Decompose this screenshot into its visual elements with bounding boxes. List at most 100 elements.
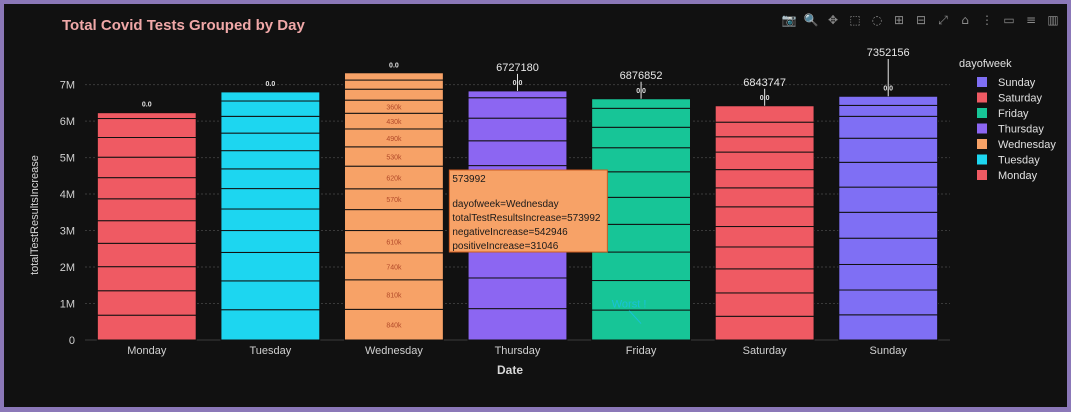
bar-segment-saturday[interactable] xyxy=(714,136,815,153)
bar-segment-sunday[interactable] xyxy=(838,95,939,106)
legend-item-tuesday[interactable]: Tuesday xyxy=(998,155,1040,167)
bar-segment-saturday[interactable] xyxy=(714,151,815,171)
bar-segment-saturday[interactable] xyxy=(714,105,815,123)
bar-segment-monday[interactable] xyxy=(96,290,197,316)
bar-segment-sunday[interactable] xyxy=(838,161,939,188)
legend-swatch-friday[interactable] xyxy=(977,108,987,118)
bar-segment-tuesday[interactable] xyxy=(220,251,321,282)
bar-segment-saturday[interactable] xyxy=(714,246,815,270)
bar-segment-friday[interactable] xyxy=(591,251,692,282)
legend-item-sunday[interactable]: Sunday xyxy=(998,77,1036,89)
lasso-select-icon[interactable]: ◌ xyxy=(871,13,883,27)
bar-segment-tuesday[interactable] xyxy=(220,309,321,341)
bar-segment-saturday[interactable] xyxy=(714,292,815,317)
bar-segment-friday[interactable] xyxy=(591,280,692,311)
bar-segment-thursday[interactable] xyxy=(467,277,568,310)
plotly-logo-icon[interactable]: ▥ xyxy=(1047,13,1059,27)
y-tick-label: 0 xyxy=(69,335,75,347)
legend-item-monday[interactable]: Monday xyxy=(998,170,1038,182)
hover-compare-icon[interactable]: ≡ xyxy=(1025,13,1037,27)
bar-segment-wednesday[interactable] xyxy=(344,72,444,81)
bar-segment-friday[interactable] xyxy=(591,107,692,128)
legend-swatch-saturday[interactable] xyxy=(977,92,987,103)
bar-segment-friday[interactable] xyxy=(591,126,692,149)
hover-closest-icon[interactable]: ▭ xyxy=(1003,13,1015,27)
bar-segment-tuesday[interactable] xyxy=(220,115,321,134)
bar-segment-saturday[interactable] xyxy=(714,206,815,228)
bar-segment-sunday[interactable] xyxy=(838,211,939,239)
legend-item-thursday[interactable]: Thursday xyxy=(998,124,1044,136)
bar-segment-sunday[interactable] xyxy=(838,314,939,341)
bar-segment-friday[interactable] xyxy=(591,98,692,109)
bar-segment-saturday[interactable] xyxy=(714,315,815,341)
home-icon[interactable]: ⌂ xyxy=(961,13,969,27)
legend-item-wednesday[interactable]: Wednesday xyxy=(998,139,1056,151)
legend-item-saturday[interactable]: Saturday xyxy=(998,93,1043,105)
bar-segment-sunday[interactable] xyxy=(838,289,939,316)
box-select-icon[interactable]: ⬚ xyxy=(849,13,861,27)
bar-segment-saturday[interactable] xyxy=(714,226,815,248)
bar-segment-wednesday[interactable] xyxy=(344,88,444,101)
bar-segment-wednesday[interactable] xyxy=(344,79,444,90)
bar-segment-wednesday[interactable] xyxy=(344,209,444,232)
bar-segment-monday[interactable] xyxy=(96,220,197,244)
bar-segment-tuesday[interactable] xyxy=(220,280,321,311)
legend-swatch-sunday[interactable] xyxy=(977,77,987,87)
bar-segment-friday[interactable] xyxy=(591,196,692,225)
bar-segment-saturday[interactable] xyxy=(714,169,815,189)
bar-segment-monday[interactable] xyxy=(96,177,197,200)
bar-segment-tuesday[interactable] xyxy=(220,150,321,170)
bar-segment-thursday[interactable] xyxy=(467,247,568,279)
bar-segment-sunday[interactable] xyxy=(838,104,939,117)
bar-segment-sunday[interactable] xyxy=(838,137,939,163)
bar-segment-monday[interactable] xyxy=(96,156,197,179)
spike-lines-icon[interactable]: ⋮ xyxy=(981,13,993,27)
bar-segment-wednesday[interactable] xyxy=(344,308,444,341)
bar-segment-thursday[interactable] xyxy=(467,90,568,99)
bar-segment-sunday[interactable] xyxy=(838,263,939,291)
bar-segment-monday[interactable] xyxy=(96,266,197,292)
legend-item-friday[interactable]: Friday xyxy=(998,108,1029,120)
legend-swatch-monday[interactable] xyxy=(977,170,987,180)
bar-segment-sunday[interactable] xyxy=(838,186,939,213)
bar-segment-tuesday[interactable] xyxy=(220,132,321,152)
bar-segment-thursday[interactable] xyxy=(467,140,568,167)
tooltip-line: positiveIncrease=31046 xyxy=(452,241,558,252)
bar-segment-saturday[interactable] xyxy=(714,187,815,208)
bar-segment-sunday[interactable] xyxy=(838,115,939,139)
zoom-out-icon[interactable]: ⊟ xyxy=(915,13,927,27)
bar-segment-thursday[interactable] xyxy=(467,97,568,119)
legend-swatch-wednesday[interactable] xyxy=(977,139,987,149)
bar-segment-friday[interactable] xyxy=(591,309,692,341)
pan-icon[interactable]: ✥ xyxy=(827,13,839,27)
bar-segment-tuesday[interactable] xyxy=(220,188,321,210)
segment-label: 620k xyxy=(386,175,402,182)
legend-swatch-thursday[interactable] xyxy=(977,123,987,134)
bar-segment-monday[interactable] xyxy=(96,198,197,222)
bar-segment-monday[interactable] xyxy=(96,137,197,158)
bar-segment-thursday[interactable] xyxy=(467,308,568,341)
bar-segment-sunday[interactable] xyxy=(838,237,939,265)
autoscale-icon[interactable]: ⤢ xyxy=(938,13,948,27)
bar-segment-monday[interactable] xyxy=(96,118,197,138)
bar-segment-monday[interactable] xyxy=(96,242,197,268)
modebar: 📷 🔍 ✥ ⬚ ◌ ⊞ ⊟ ⤢ ⌂ ⋮ ▭ ≡ ▥ xyxy=(781,10,1061,30)
bar-segment-tuesday[interactable] xyxy=(220,168,321,190)
bar-segment-wednesday[interactable] xyxy=(344,279,444,310)
bar-segment-friday[interactable] xyxy=(591,147,692,173)
legend[interactable]: dayofweek Sunday Saturday Friday Thursday Wed… xyxy=(959,58,1056,182)
bar-segment-tuesday[interactable] xyxy=(220,100,321,117)
bar-segment-saturday[interactable] xyxy=(714,268,815,294)
legend-swatch-tuesday[interactable] xyxy=(977,154,987,165)
zoom-in-icon[interactable]: ⊞ xyxy=(893,13,905,27)
bar-segment-monday[interactable] xyxy=(96,112,197,120)
bar-segment-wednesday[interactable] xyxy=(344,252,444,281)
bar-segment-tuesday[interactable] xyxy=(220,208,321,232)
bar-segment-tuesday[interactable] xyxy=(220,91,321,102)
zoom-icon[interactable]: 🔍 xyxy=(803,13,819,27)
bar-segment-monday[interactable] xyxy=(96,314,197,341)
bar-segment-thursday[interactable] xyxy=(467,117,568,142)
bar-segment-saturday[interactable] xyxy=(714,121,815,138)
bar-segment-tuesday[interactable] xyxy=(220,230,321,253)
camera-icon[interactable]: 📷 xyxy=(781,13,797,27)
